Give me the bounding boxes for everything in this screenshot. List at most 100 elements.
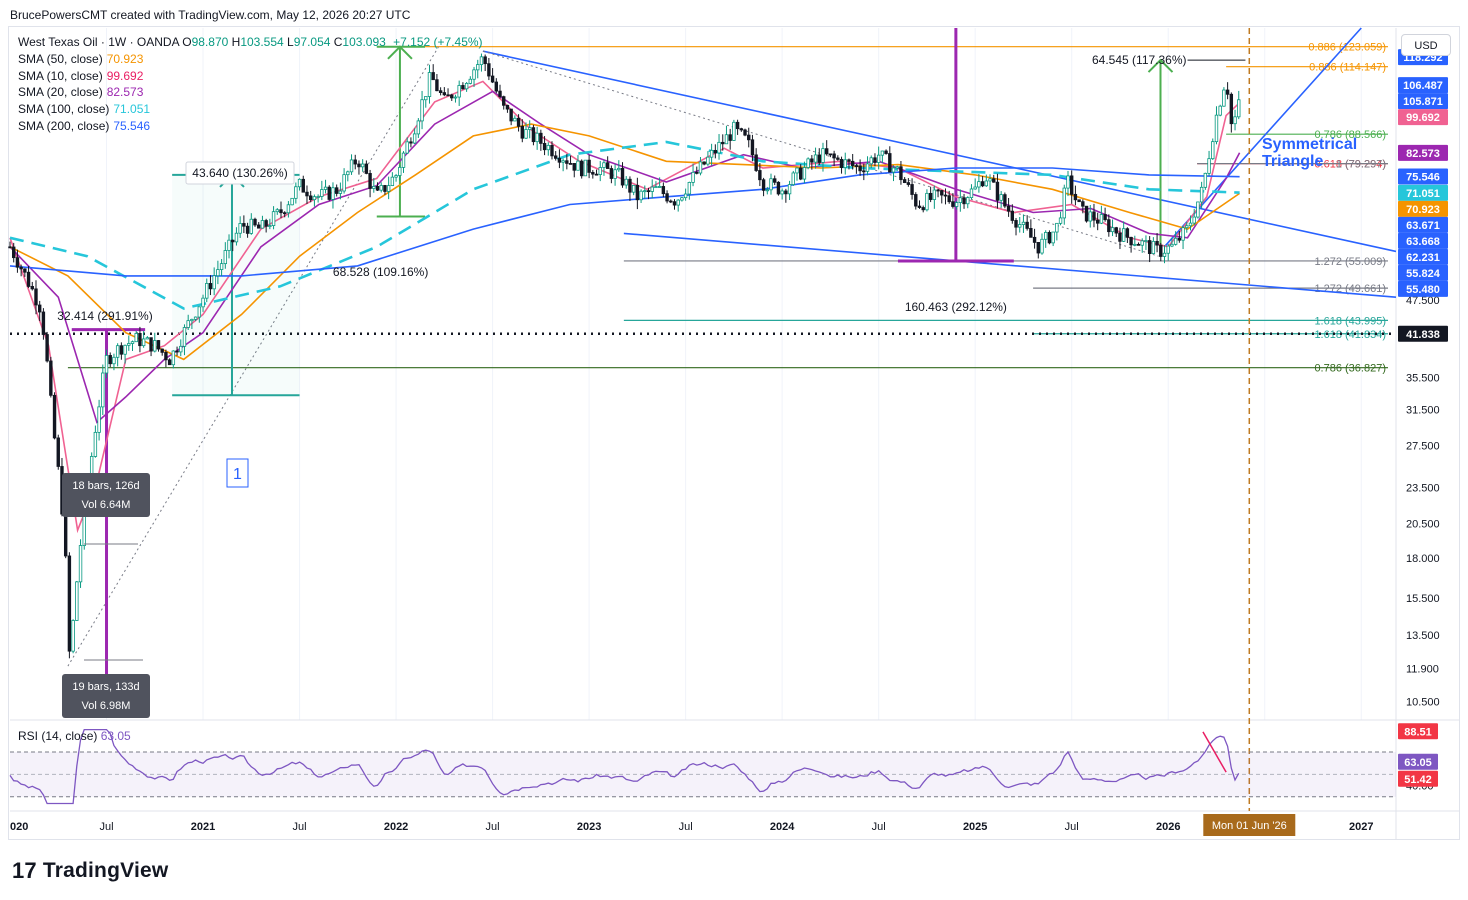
candle-body <box>138 332 142 347</box>
price-badge-label: 70.923 <box>1406 204 1440 216</box>
fib-level-label: 1.618 (43.995) <box>1314 315 1386 327</box>
candle-body <box>973 186 977 190</box>
candle-body <box>895 166 899 169</box>
candle-body <box>342 174 346 192</box>
sma-label: SMA (20, close) <box>18 85 103 100</box>
candle-body <box>502 96 506 106</box>
candle-body <box>1125 228 1130 238</box>
candle-body <box>23 268 27 273</box>
candle-body <box>212 275 216 290</box>
candle-body <box>37 304 42 313</box>
candle-body <box>535 132 539 143</box>
price-axis-tick: 27.500 <box>1406 440 1440 452</box>
change-value: +7.152 (+7.45%) <box>393 35 483 49</box>
candle-body <box>628 178 632 193</box>
candle-body <box>372 186 376 189</box>
candle-body <box>297 178 302 188</box>
candle-body <box>1166 245 1170 254</box>
sma-legend-row[interactable]: SMA (20, close) 82.573 <box>18 84 483 101</box>
candle-body <box>776 181 781 195</box>
candle-body <box>591 171 595 175</box>
fib-level-label: 0.886 (114.147) <box>1309 62 1386 74</box>
candle-body <box>802 167 807 180</box>
candle-body <box>988 178 992 182</box>
candle-body <box>914 194 918 207</box>
rsi-badge <box>1398 770 1438 787</box>
candle-body <box>1110 227 1115 233</box>
candle-body <box>242 223 246 227</box>
candle-body <box>936 189 940 192</box>
symbol-name[interactable]: West Texas Oil · 1W · OANDA <box>18 35 179 49</box>
candle-body <box>605 162 610 169</box>
fib-level-label: 0.886 (123.059) <box>1308 42 1386 54</box>
tradingview-logo[interactable]: 17 TradingView <box>12 858 168 884</box>
candle-body <box>891 167 896 173</box>
candle-body <box>531 127 536 143</box>
candle-body <box>1222 89 1226 107</box>
sma-legend-row[interactable]: SMA (50, close) 70.923 <box>18 51 483 68</box>
price-badge-label: 82.573 <box>1406 148 1440 160</box>
candle-body <box>1159 244 1163 257</box>
candle-body <box>26 271 31 287</box>
candle-body <box>639 190 643 201</box>
candle-body <box>71 620 75 652</box>
rsi-legend[interactable]: RSI (14, close) 63.05 <box>18 729 131 743</box>
candle-body <box>665 193 669 202</box>
ohlc-value-o: 98.870 <box>191 35 229 49</box>
fib-level-label: 0.786 (88.566) <box>1314 129 1386 141</box>
candle-body <box>364 163 369 174</box>
annotation-measure-2021: 43.640 (130.26%) <box>192 166 287 180</box>
candle-body <box>338 190 343 194</box>
currency-button[interactable]: USD <box>1401 34 1451 56</box>
ohlc-value-h: 103.554 <box>240 35 284 49</box>
price-badge-label: 71.051 <box>1406 188 1440 200</box>
candle-body <box>995 181 1000 201</box>
annotation-box <box>185 161 295 185</box>
time-axis-tick: Jul <box>872 821 886 833</box>
candle-body <box>850 160 855 166</box>
candle-body <box>791 172 795 185</box>
sma-legend-row[interactable]: SMA (10, close) 99.692 <box>18 68 483 85</box>
time-axis-tick: 2023 <box>577 821 601 833</box>
price-badge-label: 99.692 <box>1406 112 1440 124</box>
candle-body <box>1170 243 1174 247</box>
candle-body <box>635 184 640 201</box>
time-axis-tick: 2025 <box>963 821 987 833</box>
candle-body <box>824 148 829 155</box>
candle-body <box>260 220 265 229</box>
candle-body <box>1199 186 1204 203</box>
candle-body <box>1214 114 1219 143</box>
candle-body <box>101 372 105 408</box>
price-badge-label: 63.668 <box>1406 236 1440 248</box>
candle-body <box>1014 220 1018 228</box>
candle-body <box>156 340 161 350</box>
candle-body <box>810 158 814 163</box>
candle-body <box>182 327 187 347</box>
candle-body <box>880 150 885 156</box>
candle-body <box>672 201 677 206</box>
candle-body <box>149 337 153 352</box>
candle-body <box>476 64 480 71</box>
annotation-triangle-line1: Symmetrical <box>1262 136 1357 153</box>
bar-stats-box <box>62 473 150 517</box>
candle-body <box>231 239 235 243</box>
candle-body <box>268 225 272 227</box>
rsi-badge <box>1398 723 1438 740</box>
candle-body <box>145 337 150 340</box>
legend-symbol-row[interactable]: West Texas Oil · 1W · OANDA O98.870 H103… <box>18 34 483 51</box>
candle-body <box>609 168 614 179</box>
candle-body <box>216 269 220 277</box>
sma-legend-row[interactable]: SMA (100, close) 71.051 <box>18 101 483 118</box>
candle-body <box>1211 141 1215 160</box>
sma-legend-row[interactable]: SMA (200, close) 75.546 <box>18 118 483 135</box>
candle-body <box>264 220 268 227</box>
candle-body <box>1155 240 1159 246</box>
candle-body <box>301 178 305 193</box>
candle-body <box>576 160 580 171</box>
price-badge <box>1398 325 1448 342</box>
candle-body <box>695 171 699 174</box>
candle-body <box>572 163 576 171</box>
candle-body <box>646 190 651 193</box>
candle-body <box>713 149 718 154</box>
